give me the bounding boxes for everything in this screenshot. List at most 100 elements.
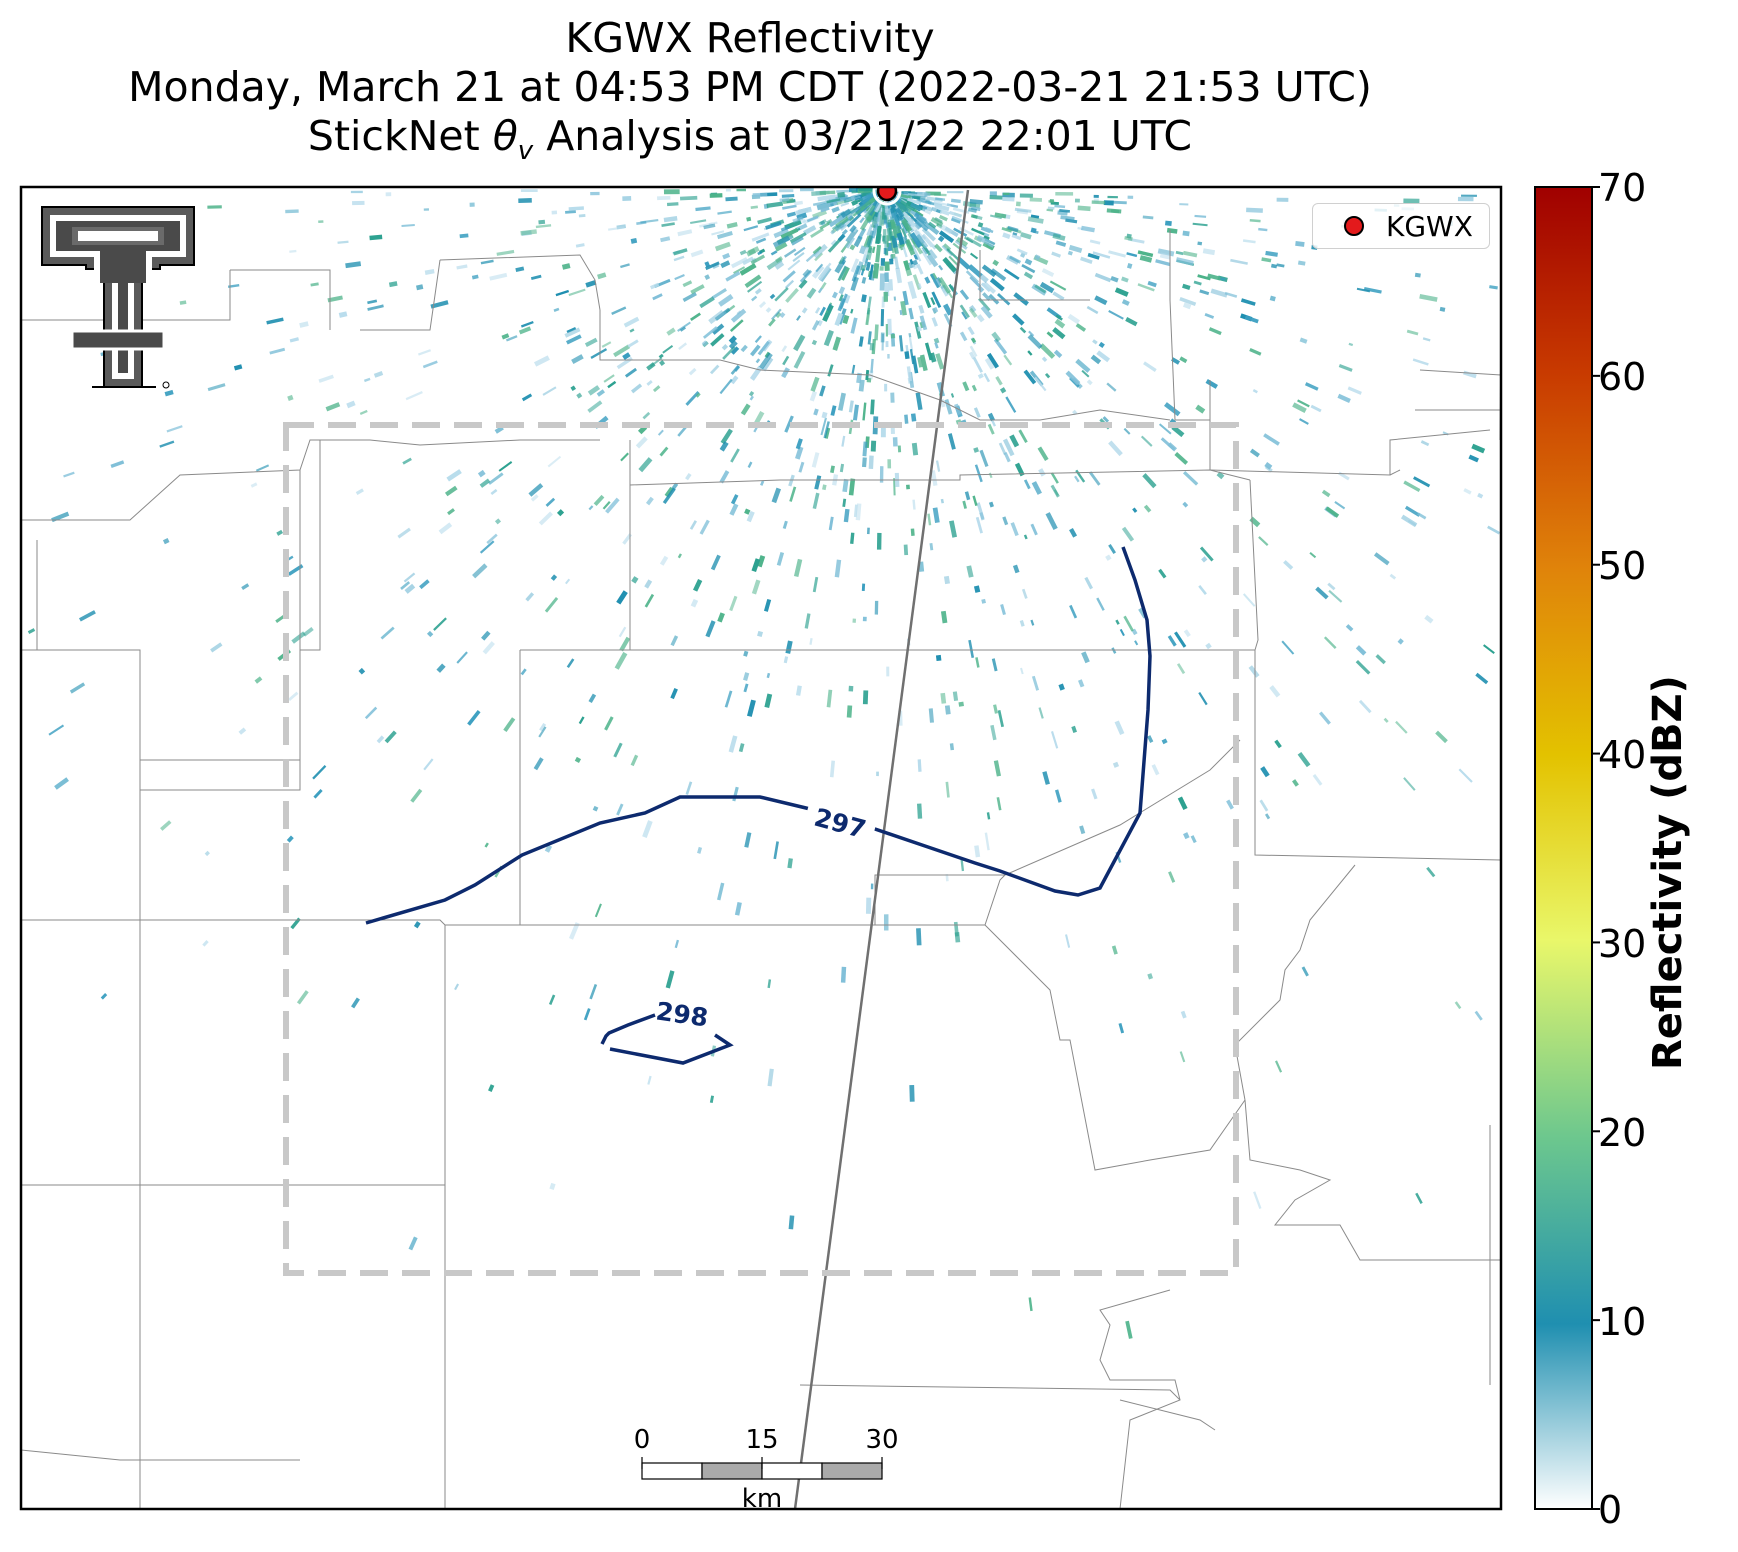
echo-gate bbox=[895, 267, 903, 284]
echo-gate bbox=[692, 578, 703, 592]
echo-gate bbox=[1182, 283, 1191, 290]
echo-gate bbox=[408, 1236, 418, 1251]
echo-gate bbox=[920, 249, 933, 266]
echo-gate bbox=[570, 385, 577, 392]
echo-gate bbox=[1014, 207, 1032, 213]
echo-gate bbox=[1121, 276, 1129, 283]
echo-gate bbox=[918, 304, 925, 314]
echo-gate bbox=[1417, 512, 1427, 520]
scale-bar-unit: km bbox=[741, 1484, 783, 1514]
echo-gate bbox=[982, 281, 996, 294]
echo-gate bbox=[914, 211, 927, 222]
echo-gate bbox=[793, 246, 806, 256]
echo-gate bbox=[553, 307, 560, 312]
echo-gate bbox=[841, 229, 848, 236]
echo-gate bbox=[1327, 582, 1336, 591]
echo-gate bbox=[484, 842, 489, 848]
echo-gate bbox=[990, 724, 997, 741]
echo-gate bbox=[746, 510, 755, 523]
echo-gate bbox=[719, 441, 729, 452]
echo-gate bbox=[1258, 536, 1269, 546]
echo-gate bbox=[515, 266, 525, 273]
echo-gate bbox=[811, 320, 820, 331]
echo-gate bbox=[740, 403, 751, 416]
echo-gate bbox=[1142, 473, 1157, 489]
echo-gate bbox=[1108, 440, 1123, 457]
echo-gate bbox=[775, 256, 784, 264]
echo-gate bbox=[887, 353, 890, 359]
echo-gate bbox=[975, 657, 980, 668]
echo-gate bbox=[1080, 225, 1095, 233]
echo-gate bbox=[479, 478, 491, 488]
echo-gate bbox=[1192, 222, 1208, 227]
echo-gate bbox=[755, 358, 761, 364]
echo-gate bbox=[733, 266, 746, 274]
echo-gate bbox=[768, 318, 776, 327]
echo-gate bbox=[740, 344, 748, 353]
echo-gate bbox=[674, 274, 685, 281]
echo-gate bbox=[592, 805, 599, 812]
echo-gate bbox=[705, 620, 716, 638]
echo-gate bbox=[819, 190, 836, 195]
echo-gate bbox=[866, 223, 874, 236]
echo-gate bbox=[860, 264, 867, 272]
echo-gate bbox=[984, 832, 990, 851]
colorbar-ticks bbox=[1592, 186, 1600, 1510]
echo-gate bbox=[1074, 198, 1080, 203]
echo-gate bbox=[789, 232, 807, 244]
echo-gate bbox=[613, 344, 631, 358]
echo-gate bbox=[701, 340, 708, 347]
echo-gate bbox=[1011, 234, 1022, 241]
echo-gate bbox=[884, 208, 888, 213]
echo-gate bbox=[255, 464, 270, 472]
echo-gate bbox=[934, 203, 950, 212]
echo-gate bbox=[861, 294, 867, 303]
echo-gate bbox=[645, 496, 654, 506]
echo-gate bbox=[780, 225, 791, 232]
echo-gate bbox=[1240, 298, 1256, 306]
echo-gate bbox=[1182, 250, 1198, 258]
echo-gate bbox=[973, 447, 980, 453]
echo-gate bbox=[302, 627, 314, 637]
echo-gate bbox=[910, 528, 915, 536]
echo-gate bbox=[830, 405, 837, 416]
echo-gate bbox=[795, 438, 803, 450]
echo-gate bbox=[1179, 356, 1188, 364]
echo-gate bbox=[969, 275, 982, 288]
echo-gate bbox=[907, 280, 917, 300]
echo-gate bbox=[27, 628, 36, 634]
echo-gate bbox=[690, 284, 705, 295]
echo-gate bbox=[912, 239, 924, 255]
echo-gate bbox=[1199, 289, 1210, 296]
echo-gate bbox=[836, 189, 853, 193]
echo-gate bbox=[503, 717, 516, 733]
echo-gate bbox=[1168, 871, 1176, 883]
echo-gate bbox=[1179, 296, 1197, 306]
echo-gate bbox=[1108, 309, 1124, 320]
echo-gate bbox=[967, 326, 975, 336]
echo-gate bbox=[817, 287, 823, 294]
echo-gate bbox=[754, 288, 762, 295]
echo-gate bbox=[905, 210, 918, 223]
echo-gate bbox=[950, 393, 955, 398]
echo-gate bbox=[820, 206, 830, 213]
echo-gate bbox=[376, 735, 385, 744]
echo-gate bbox=[930, 216, 944, 227]
echo-gate bbox=[520, 320, 534, 328]
echo-gate bbox=[966, 565, 974, 578]
echo-gate bbox=[828, 516, 834, 531]
echo-gate bbox=[1182, 501, 1189, 508]
echo-gate bbox=[1069, 604, 1078, 619]
echo-gate bbox=[1205, 379, 1218, 389]
analysis-domain-box bbox=[283, 422, 1239, 1276]
echo-gate bbox=[779, 189, 794, 193]
echo-gate bbox=[931, 317, 938, 327]
echo-gate bbox=[620, 452, 629, 462]
echo-gate bbox=[1355, 645, 1367, 656]
echo-gate bbox=[961, 311, 968, 320]
echo-gate bbox=[870, 358, 874, 373]
echo-gate bbox=[1019, 193, 1033, 198]
echo-gate bbox=[862, 616, 867, 622]
echo-gate bbox=[1174, 452, 1189, 465]
echo-gate bbox=[880, 332, 885, 343]
